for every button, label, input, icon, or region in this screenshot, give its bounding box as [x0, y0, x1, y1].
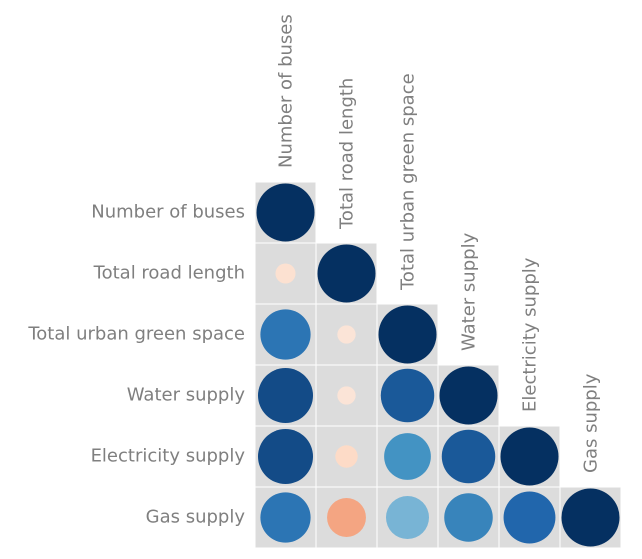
correlation-circle-water-supply-total-urban-green-space [380, 368, 435, 423]
row-label-number-of-buses: Number of buses [91, 202, 245, 223]
correlation-circle-gas-supply-water-supply [444, 493, 493, 542]
correlation-circle-number-of-buses-number-of-buses [256, 183, 315, 242]
row-label-gas-supply: Gas supply [146, 507, 246, 528]
correlation-circle-gas-supply-gas-supply [561, 488, 620, 547]
column-labels: Number of buses Total road length Total ur… [276, 14, 602, 473]
correlation-circle-gas-supply-total-urban-green-space [385, 495, 430, 540]
correlation-circle-electricity-supply-total-road-length [335, 445, 358, 468]
column-label-number-of-buses: Number of buses [276, 14, 297, 168]
correlation-circle-gas-supply-number-of-buses [260, 492, 311, 543]
correlation-circle-total-urban-green-space-number-of-buses [260, 309, 311, 360]
correlation-circle-electricity-supply-number-of-buses [257, 428, 314, 485]
correlation-circle-gas-supply-total-road-length [327, 498, 366, 537]
correlation-circle-electricity-supply-water-supply [441, 429, 496, 484]
row-label-electricity-supply: Electricity supply [91, 446, 246, 467]
column-label-water-supply: Water supply [459, 232, 480, 351]
row-label-total-road-length: Total road length [93, 263, 245, 284]
row-label-water-supply: Water supply [127, 385, 246, 406]
correlation-circle-gas-supply-electricity-supply [503, 491, 556, 544]
correlation-circle-electricity-supply-total-urban-green-space [384, 433, 431, 480]
correlation-circle-total-urban-green-space-total-road-length [337, 325, 356, 344]
correlation-circle-water-supply-number-of-buses [257, 367, 314, 424]
column-label-electricity-supply: Electricity supply [520, 257, 541, 412]
correlation-circle-water-supply-water-supply [439, 366, 498, 425]
correlation-circle-electricity-supply-electricity-supply [500, 427, 559, 486]
column-label-gas-supply: Gas supply [581, 373, 602, 473]
row-label-total-urban-green-space: Total urban green space [27, 324, 245, 345]
row-labels: Number of buses Total road length Total ur… [27, 202, 245, 528]
column-label-total-urban-green-space: Total urban green space [398, 73, 419, 291]
correlation-circle-water-supply-total-road-length [337, 386, 356, 405]
column-label-total-road-length: Total road length [337, 78, 358, 230]
correlation-circle-total-road-length-total-road-length [317, 244, 376, 303]
correlation-circle-total-road-length-number-of-buses [275, 263, 296, 284]
correlation-circle-total-urban-green-space-total-urban-green-space [378, 305, 437, 364]
matrix-cells [255, 182, 621, 548]
